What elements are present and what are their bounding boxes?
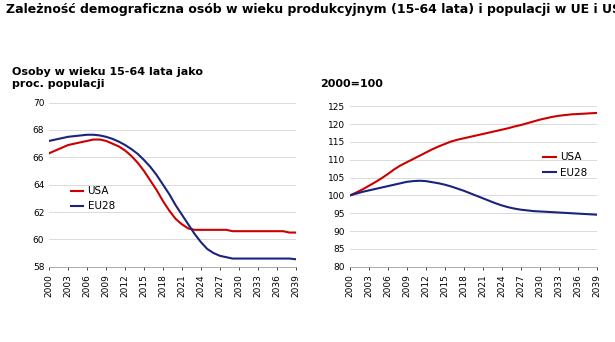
Legend: USA, EU28: USA, EU28 — [539, 148, 592, 182]
Text: Osoby w wieku 15-64 lata jako
proc. populacji: Osoby w wieku 15-64 lata jako proc. popu… — [12, 67, 204, 89]
Text: 2000=100: 2000=100 — [320, 79, 383, 89]
Text: Zależność demograficzna osób w wieku produkcyjnym (15-64 lata) i populacji w UE : Zależność demograficzna osób w wieku pro… — [6, 3, 615, 16]
Legend: USA, EU28: USA, EU28 — [67, 182, 119, 215]
